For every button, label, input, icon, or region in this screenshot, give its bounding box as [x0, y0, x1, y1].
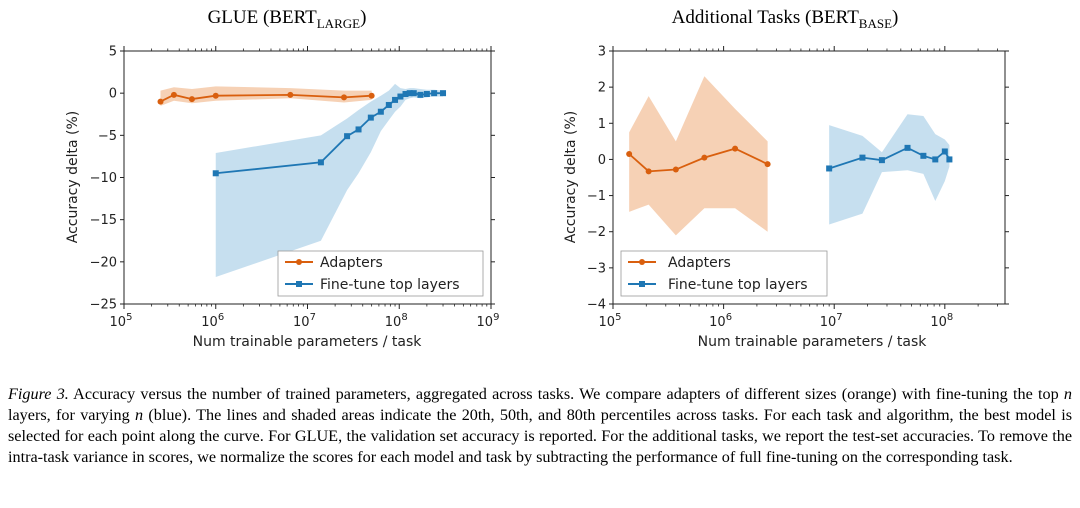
adapters-point: [645, 168, 652, 175]
caption-variable: n: [135, 406, 144, 424]
finetune-percentile-band: [215, 83, 444, 278]
finetune-point: [440, 90, 447, 97]
y-tick-label: −3: [587, 261, 606, 276]
adapters-point: [170, 91, 177, 98]
finetune-point: [941, 148, 948, 155]
finetune-point: [317, 159, 324, 166]
legend-label-adapters: Adapters: [320, 255, 383, 271]
finetune-point: [397, 93, 404, 100]
x-tick-label: 106: [709, 312, 732, 330]
caption-text: (blue). The lines and shaded areas indic…: [8, 406, 1073, 466]
adapters-point: [287, 91, 294, 98]
finetune-point: [878, 157, 885, 164]
x-tick-label: 108: [385, 312, 408, 330]
finetune-point: [367, 114, 374, 121]
adapters-point: [212, 92, 219, 99]
caption-variable: n: [1063, 385, 1072, 403]
legend-label-finetune: Fine-tune top layers: [668, 277, 808, 293]
finetune-point: [920, 152, 927, 159]
finetune-point: [946, 156, 953, 163]
finetune-percentile-band: [829, 114, 950, 225]
x-tick-label: 106: [201, 312, 224, 330]
finetune-point: [392, 96, 399, 103]
adapters-point: [672, 166, 679, 173]
y-tick-label: 2: [598, 81, 606, 96]
y-tick-label: 5: [109, 45, 117, 60]
adapters-percentile-band: [629, 76, 768, 236]
adapters-point: [764, 161, 771, 168]
plot-frame-glue: [123, 50, 492, 305]
y-tick-label: −10: [90, 171, 117, 186]
y-tick-label: −15: [90, 213, 117, 228]
y-tick-label: −20: [90, 255, 117, 270]
x-tick-label: 105: [599, 312, 622, 330]
y-tick-label: 3: [598, 45, 606, 60]
adapters-point: [701, 154, 708, 161]
caption-label: Figure 3.: [8, 385, 69, 403]
adapters-point: [732, 145, 739, 152]
chart-title-glue: GLUE (BERTLARGE): [208, 7, 367, 31]
finetune-point: [826, 165, 833, 172]
adapters-point: [157, 98, 164, 105]
finetune-point: [932, 156, 939, 163]
finetune-point: [417, 91, 424, 98]
x-tick-label: 107: [293, 312, 316, 330]
adapters-point: [341, 94, 348, 101]
x-tick-label: 107: [820, 312, 843, 330]
figure-caption: Figure 3. Accuracy versus the number of …: [8, 384, 1072, 468]
legend-marker-finetune: [296, 281, 302, 287]
finetune-point: [410, 90, 417, 97]
y-tick-label: −5: [98, 129, 117, 144]
caption-text: layers, for varying: [8, 406, 135, 424]
adapters-point: [188, 96, 195, 103]
plot-frame-additional: [612, 50, 1006, 305]
y-tick-label: −4: [587, 298, 606, 313]
finetune-point: [431, 90, 438, 97]
finetune-point: [344, 133, 351, 140]
x-tick-label: 109: [477, 312, 500, 330]
finetune-point: [406, 90, 413, 97]
adapters-point: [368, 92, 375, 99]
finetune-point: [355, 126, 362, 133]
finetune-point: [904, 144, 911, 151]
chart-title-additional: Additional Tasks (BERTBASE): [672, 7, 899, 31]
y-tick-label: 1: [598, 117, 606, 132]
legend-marker-adapters: [296, 259, 302, 265]
finetune-point: [423, 91, 430, 98]
caption-text: Accuracy versus the number of trained pa…: [68, 385, 1064, 403]
adapters-point: [626, 151, 633, 158]
x-tick-label: 108: [930, 312, 953, 330]
adapters-percentile-band: [160, 86, 372, 106]
y-axis-label-additional: Accuracy delta (%): [563, 111, 579, 244]
legend-marker-adapters: [639, 259, 645, 265]
legend-additional: Adapters Fine-tune top layers: [620, 250, 828, 297]
y-tick-label: −2: [587, 225, 606, 240]
legend-label-adapters: Adapters: [668, 255, 731, 271]
y-tick-label: 0: [598, 153, 606, 168]
y-axis-label-glue: Accuracy delta (%): [65, 111, 81, 244]
additional-tasks-chart: Additional Tasks (BERTBASE) 3 2 1 0 −1 −2 −3 −4…: [563, 7, 1009, 350]
adapters-median-line: [628, 147, 769, 173]
x-tick-label: 105: [110, 312, 133, 330]
y-tick-label: −1: [587, 189, 606, 204]
legend-marker-finetune: [639, 281, 645, 287]
y-tick-label: −25: [90, 298, 117, 313]
finetune-point: [212, 170, 219, 177]
finetune-point: [385, 101, 392, 108]
finetune-point: [859, 154, 866, 161]
legend-label-finetune: Fine-tune top layers: [320, 277, 460, 293]
y-tick-label: 0: [109, 87, 117, 102]
x-axis-label-additional: Num trainable parameters / task: [698, 334, 928, 350]
x-axis-label-glue: Num trainable parameters / task: [193, 334, 423, 350]
finetune-point: [402, 91, 409, 98]
legend-glue: Adapters Fine-tune top layers: [277, 250, 484, 297]
finetune-point: [377, 108, 384, 115]
